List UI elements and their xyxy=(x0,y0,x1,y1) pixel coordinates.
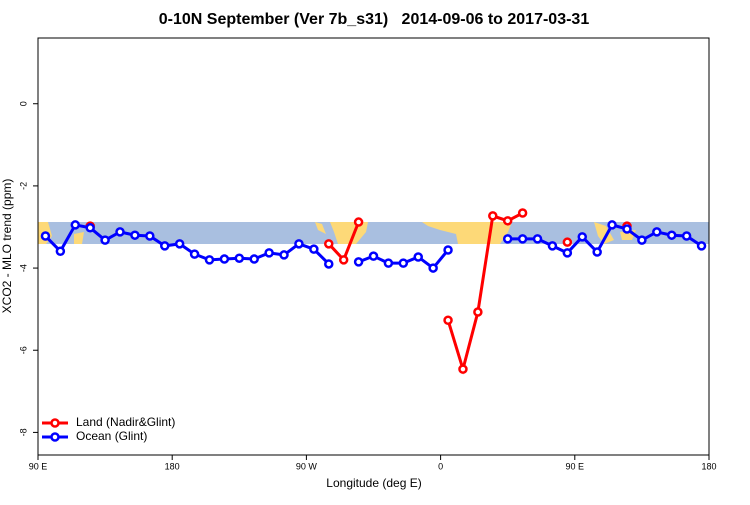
point xyxy=(443,245,453,255)
y-tick-label: 0 xyxy=(18,101,28,106)
point xyxy=(517,234,528,244)
x-tick-label: 90 E xyxy=(566,461,585,471)
point xyxy=(562,248,573,258)
y-axis-label: XCO2 - MLO trend (ppm) xyxy=(0,179,14,314)
point xyxy=(666,230,677,240)
y-tick-label: -4 xyxy=(18,264,28,272)
point xyxy=(652,227,662,237)
point xyxy=(189,249,200,259)
point xyxy=(502,234,513,244)
point xyxy=(577,232,588,242)
point xyxy=(592,247,602,257)
point xyxy=(532,234,543,244)
point xyxy=(130,230,140,240)
point xyxy=(55,246,66,256)
point xyxy=(159,241,170,251)
x-tick-label: 90 E xyxy=(29,461,48,471)
point xyxy=(681,231,692,241)
land xyxy=(594,222,614,244)
point xyxy=(309,244,319,254)
point xyxy=(219,254,230,264)
plot-frame xyxy=(37,37,710,456)
point xyxy=(174,239,185,249)
point xyxy=(85,223,95,233)
y-tick-label: -6 xyxy=(18,346,28,354)
land xyxy=(74,232,84,244)
point xyxy=(294,239,304,249)
point xyxy=(100,235,110,245)
point xyxy=(115,227,125,237)
point xyxy=(562,237,573,247)
point xyxy=(145,231,155,241)
point xyxy=(204,255,215,265)
point xyxy=(234,253,245,263)
point xyxy=(383,258,394,268)
point xyxy=(338,255,349,265)
point xyxy=(428,263,438,273)
point xyxy=(398,258,409,268)
legend-label: Ocean (Glint) xyxy=(76,429,147,443)
x-tick-label: 180 xyxy=(701,461,716,471)
y-tick-label: -8 xyxy=(18,428,28,436)
point xyxy=(249,254,259,264)
point xyxy=(607,220,617,230)
point xyxy=(324,259,334,269)
point xyxy=(353,217,364,227)
point xyxy=(413,252,423,262)
point xyxy=(324,239,334,249)
point xyxy=(547,241,558,251)
point xyxy=(353,257,364,267)
point xyxy=(488,211,498,221)
chart-title: 0-10N September (Ver 7b_s31) 2014-09-06 … xyxy=(159,11,590,28)
land xyxy=(330,222,368,244)
x-axis-label: Longitude (deg E) xyxy=(326,476,421,490)
point xyxy=(696,241,707,251)
land xyxy=(315,222,326,234)
legend-marker xyxy=(50,432,60,442)
point xyxy=(622,224,632,234)
y-tick-label: -2 xyxy=(18,182,28,190)
point xyxy=(40,231,51,241)
point xyxy=(264,248,274,258)
legend-label: Land (Nadir&Glint) xyxy=(76,415,175,429)
point xyxy=(473,307,483,317)
point xyxy=(637,235,647,245)
point xyxy=(502,216,513,226)
point xyxy=(368,251,379,261)
point xyxy=(279,250,289,260)
x-tick-label: 90 W xyxy=(296,461,318,471)
x-tick-label: 0 xyxy=(438,461,443,471)
x-tick-label: 180 xyxy=(165,461,180,471)
legend-marker xyxy=(50,418,60,428)
point xyxy=(517,208,528,218)
point xyxy=(458,364,468,374)
point xyxy=(443,315,453,325)
point xyxy=(70,220,81,230)
